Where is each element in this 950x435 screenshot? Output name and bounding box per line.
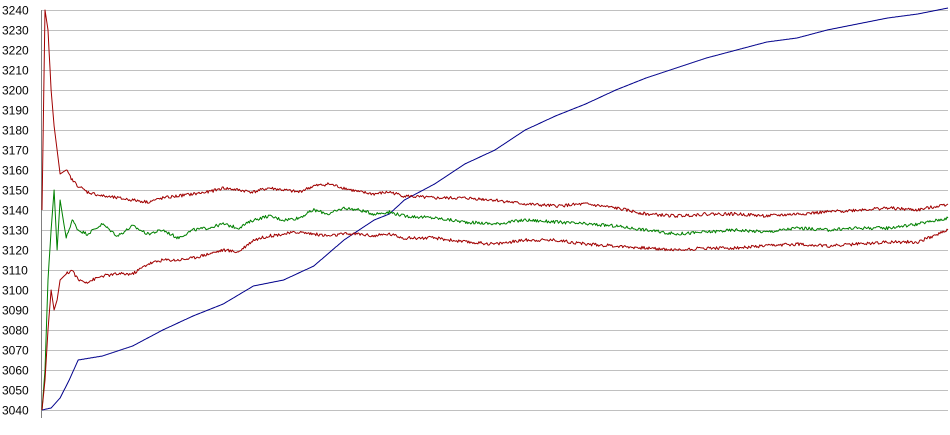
y-tick-label: 3060 [2,364,29,378]
y-tick-label: 3240 [2,4,29,18]
y-tick-label: 3190 [2,104,29,118]
series-line-4 [41,228,949,411]
y-tick-label: 3100 [2,284,29,298]
y-tick-label: 3210 [2,64,29,78]
gridlines [42,10,948,411]
y-tick-label: 3080 [2,324,29,338]
y-tick-label: 3170 [2,144,29,158]
y-tick-label: 3230 [2,24,29,38]
y-tick-label: 3150 [2,184,29,198]
y-tick-label: 3040 [2,404,29,418]
y-tick-label: 3160 [2,164,29,178]
y-tick-label: 3090 [2,304,29,318]
y-tick-label: 3180 [2,124,29,138]
series-lines [41,7,949,411]
series-line-1 [41,7,949,411]
y-axis-tick-labels: 3040 3050 3060 3070 3080 3090 3100 3110 3120 3130… [2,4,29,418]
y-tick-label: 3140 [2,204,29,218]
y-tick-label: 3220 [2,44,29,58]
y-tick-label: 3050 [2,384,29,398]
series-line-3 [41,9,949,218]
y-tick-label: 3120 [2,244,29,258]
y-tick-label: 3070 [2,344,29,358]
y-tick-label: 3130 [2,224,29,238]
y-tick-label: 3110 [2,264,28,278]
series-line-2 [41,189,949,411]
y-tick-label: 3200 [2,84,29,98]
